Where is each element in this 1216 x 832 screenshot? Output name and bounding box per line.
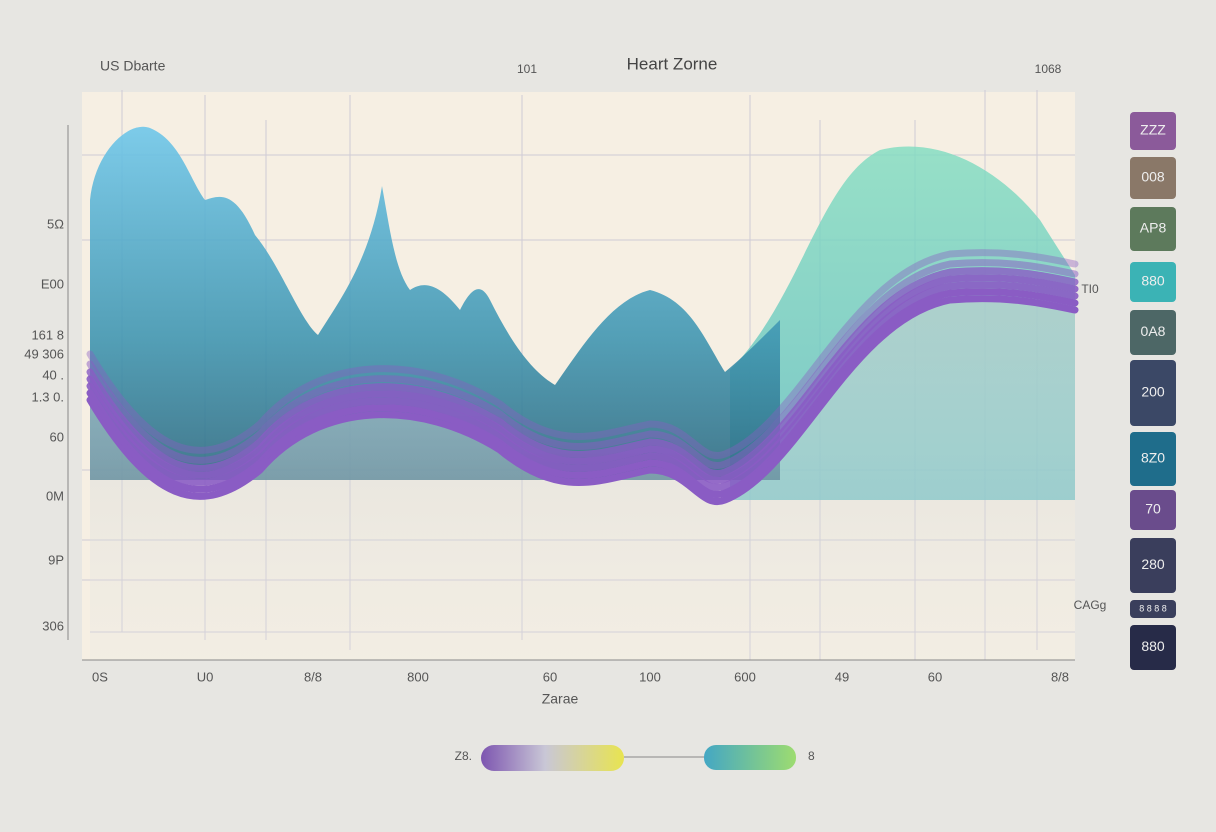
- badge-label: ZZZ: [1140, 122, 1166, 138]
- x-label: 8/8: [304, 669, 322, 684]
- legend-right: 8: [808, 749, 815, 763]
- y-label: 49 306: [24, 346, 64, 361]
- right-label: TI0: [1081, 282, 1099, 296]
- x-title: Zarae: [542, 691, 579, 707]
- right-label: CAGg: [1074, 598, 1107, 612]
- badge: [1130, 157, 1176, 199]
- badge: [1130, 207, 1176, 251]
- header-left: US Dbarte: [100, 58, 166, 74]
- x-label: U0: [197, 669, 214, 684]
- x-label: 8/8: [1051, 669, 1069, 684]
- legend-bar: [481, 745, 624, 771]
- y-label: 306: [42, 618, 64, 633]
- y-label: 60: [50, 429, 64, 444]
- y-label: 1.3 0.: [31, 389, 64, 404]
- legend-left: Z8.: [455, 749, 472, 763]
- badge-label: 8Z0: [1141, 450, 1165, 466]
- x-label: 0S: [92, 669, 108, 684]
- badge: [1130, 625, 1176, 670]
- y-label: 40 .: [42, 367, 64, 382]
- bands: [86, 253, 1079, 506]
- badge: [1130, 262, 1176, 302]
- badge: [1130, 538, 1176, 593]
- area-blue: [90, 126, 780, 480]
- badge-label: 280: [1141, 556, 1165, 572]
- badge-label: 880: [1141, 273, 1165, 289]
- x-label: 60: [928, 669, 942, 684]
- header-center: 101: [517, 62, 537, 76]
- y-label: 9P: [48, 552, 64, 567]
- x-label: 60: [543, 669, 557, 684]
- badge-label: 70: [1145, 501, 1161, 517]
- badge: [1130, 310, 1176, 355]
- header-right: 1068: [1035, 62, 1062, 76]
- badge: [1130, 112, 1176, 150]
- band: [86, 295, 1079, 506]
- x-label: 49: [835, 669, 849, 684]
- badge: [1130, 360, 1176, 426]
- badge-label: 8 8 8 8: [1139, 603, 1167, 613]
- badge-label: 200: [1141, 384, 1165, 400]
- x-label: 600: [734, 669, 756, 684]
- title: Heart Zorne: [627, 54, 718, 73]
- y-label: E00: [41, 276, 64, 291]
- legend-bar: [704, 745, 796, 770]
- y-label: 161 8: [31, 327, 64, 342]
- y-label: 5Ω: [47, 216, 64, 231]
- badge-label: 0A8: [1141, 323, 1166, 339]
- badge-label: 880: [1141, 638, 1165, 654]
- x-label: 800: [407, 669, 429, 684]
- badge: [1130, 432, 1176, 486]
- area-shade: [90, 298, 1075, 660]
- badge-label: AP8: [1140, 220, 1167, 236]
- badge-label: 008: [1141, 169, 1165, 185]
- badge: [1130, 490, 1176, 530]
- x-label: 100: [639, 669, 661, 684]
- y-label: 0M: [46, 488, 64, 503]
- badge: [1130, 600, 1176, 618]
